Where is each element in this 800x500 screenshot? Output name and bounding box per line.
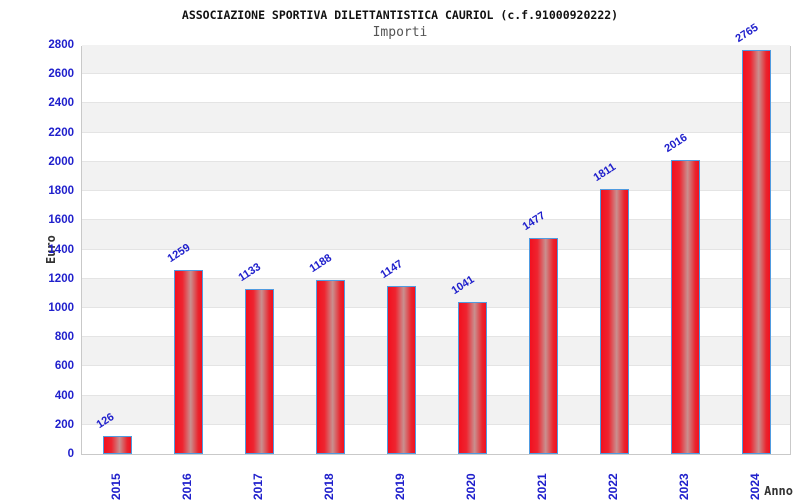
gridline	[82, 131, 790, 133]
x-tick-label: 2019	[393, 473, 407, 500]
bar-2021	[529, 238, 558, 454]
chart-title: ASSOCIAZIONE SPORTIVA DILETTANTISTICA CA…	[181, 8, 619, 22]
bar-2022	[600, 189, 629, 454]
chart-subtitle: Importi	[372, 25, 428, 40]
bar-2016	[174, 270, 203, 454]
x-tick-label: 2017	[251, 473, 265, 500]
bar-2024	[742, 50, 771, 454]
y-tick-label: 2800	[48, 39, 74, 51]
y-axis: 0 200 400 600 800 1000 1200 1400 1600 1800 2000 220…	[0, 39, 74, 460]
gridline	[82, 102, 790, 104]
x-axis-title: Anno	[764, 484, 793, 498]
y-tick-label: 2000	[48, 155, 74, 168]
x-tick-label: 2020	[464, 473, 478, 500]
y-tick-label: 600	[54, 360, 74, 373]
y-tick-label: 1800	[48, 185, 74, 198]
plot-band	[82, 45, 790, 75]
plot-band	[82, 103, 790, 133]
gridline	[82, 248, 790, 250]
y-tick-label: 2600	[48, 68, 74, 81]
x-tick-label: 2015	[109, 473, 123, 500]
gridline	[82, 423, 790, 425]
x-tick-label: 2021	[535, 473, 549, 500]
bar-2023	[671, 159, 700, 454]
x-axis: 2015 2016 2017 2018 2019 2020 2021 2022 2023 2024	[81, 456, 791, 500]
gridline	[82, 336, 790, 338]
gridline	[82, 160, 790, 162]
bar-2020	[458, 301, 487, 454]
y-tick-label: 800	[54, 331, 74, 344]
y-tick-label: 1000	[48, 301, 74, 314]
y-tick-label: 1400	[48, 243, 74, 256]
gridline	[82, 219, 790, 221]
plot-band	[82, 74, 790, 103]
gridline	[82, 73, 790, 75]
bar-2017	[245, 288, 274, 454]
y-tick-label: 2400	[48, 97, 74, 110]
x-tick-label: 2022	[606, 473, 620, 500]
x-tick-label: 2016	[180, 473, 194, 500]
x-tick-label: 2023	[677, 473, 691, 500]
y-tick-label: 400	[54, 389, 74, 402]
gridline	[82, 365, 790, 367]
y-tick-label: 1200	[48, 272, 74, 285]
gridline	[82, 394, 790, 396]
bar-2019	[387, 286, 416, 454]
x-tick-label: 2018	[322, 473, 336, 500]
gridline	[82, 306, 790, 308]
bar-2018	[316, 280, 345, 454]
y-tick-label: 1600	[48, 214, 74, 227]
bar-2015	[103, 435, 132, 454]
y-tick-label: 2200	[48, 126, 74, 139]
gridline	[82, 190, 790, 192]
plot-area: 126 1259 1133 1188 1147 1041 1477 1811 2016 2765	[81, 22, 791, 455]
y-tick-label: 200	[54, 418, 74, 431]
y-tick-label: 0	[67, 448, 74, 460]
x-tick-label: 2024	[748, 473, 762, 500]
gridline	[82, 277, 790, 279]
